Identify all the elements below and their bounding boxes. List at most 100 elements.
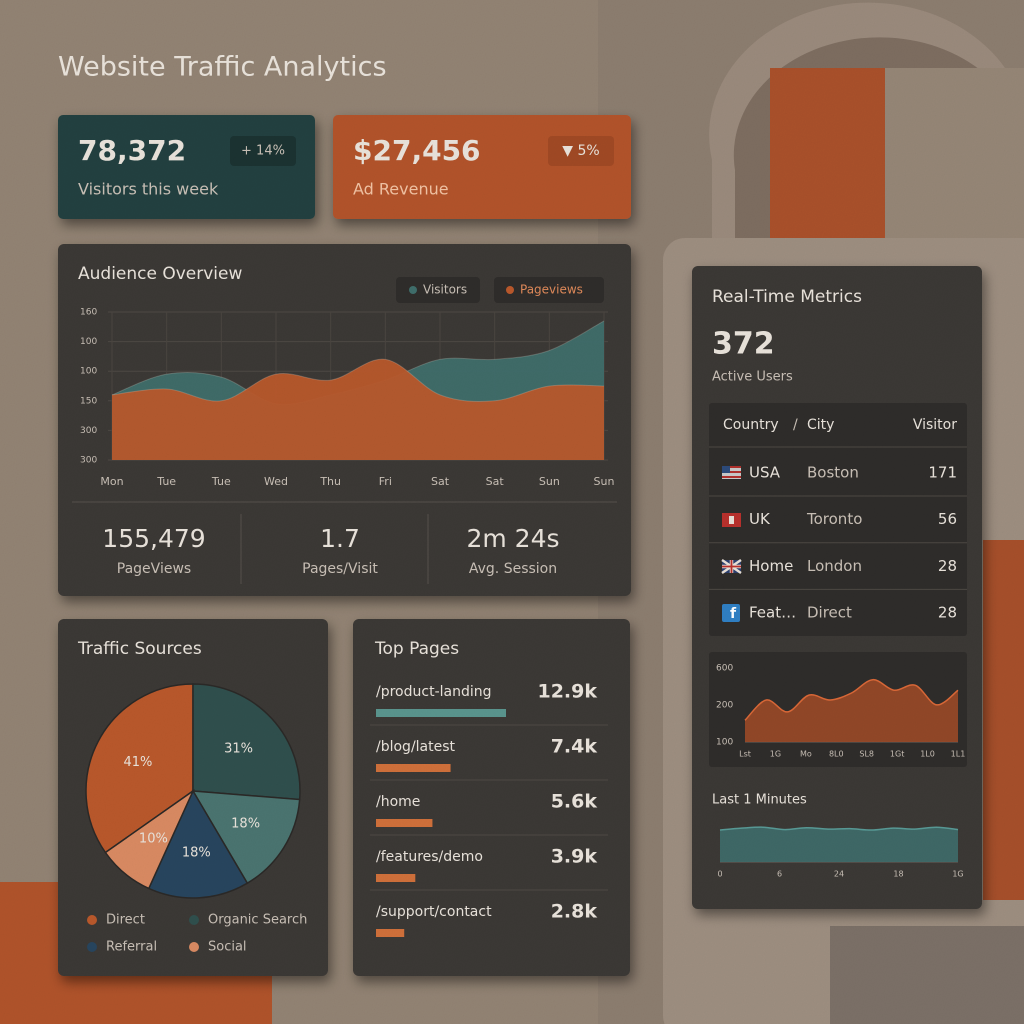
- flag-icon: f: [722, 604, 740, 622]
- legend-swatch: [506, 286, 514, 294]
- page-views: 2.8k: [551, 901, 598, 923]
- x-tick-label: 1L0: [920, 750, 935, 759]
- table-header: /: [793, 417, 798, 433]
- page-views: 3.9k: [551, 846, 598, 868]
- sparkline-area: [720, 827, 958, 862]
- country: UK: [749, 510, 771, 528]
- bar: [376, 764, 451, 772]
- y-axis-label: 100: [80, 337, 97, 347]
- x-tick-label: Mo: [800, 750, 812, 759]
- kpi-label: Visitors this week: [78, 180, 219, 199]
- background-block: [0, 975, 272, 1024]
- legend-swatch: [409, 286, 417, 294]
- visitor-count: 28: [938, 557, 957, 575]
- kpi-card: [58, 115, 315, 219]
- x-tick-label: 1G: [952, 870, 963, 879]
- visitor-count: 56: [938, 510, 957, 528]
- y-axis-label: 100: [80, 367, 97, 377]
- legend-label: Direct: [106, 913, 145, 928]
- x-tick-label: 1L1: [951, 750, 966, 759]
- x-tick-label: Tue: [211, 475, 231, 488]
- table-header: City: [807, 417, 834, 433]
- bar: [376, 709, 506, 717]
- background-block: [830, 926, 1024, 1024]
- x-tick-label: Wed: [264, 475, 288, 488]
- country: Feat…: [749, 604, 796, 622]
- page-path: /home: [376, 794, 420, 810]
- bar: [376, 929, 405, 937]
- stat-label: Pages/Visit: [302, 561, 378, 577]
- pie-label: 41%: [123, 755, 152, 770]
- x-tick-label: Sun: [539, 475, 560, 488]
- country: Home: [749, 557, 793, 575]
- page-path: /product-landing: [376, 684, 492, 700]
- panel-title: Traffic Sources: [77, 639, 202, 659]
- bar: [376, 874, 416, 882]
- kpi-value: 78,372: [78, 134, 186, 167]
- x-tick-label: Fri: [379, 475, 392, 488]
- stat-value: 2m 24s: [466, 524, 559, 553]
- legend-label: Pageviews: [520, 283, 583, 297]
- city: Toronto: [806, 510, 862, 528]
- x-tick-label: 1G: [770, 750, 781, 759]
- y-axis-label: 600: [716, 664, 733, 674]
- y-axis-label: 100: [716, 738, 733, 748]
- pie-label: 18%: [231, 816, 260, 831]
- background-block: [983, 540, 1024, 900]
- flag-icon: [722, 466, 741, 479]
- kpi-change: ▼ 5%: [562, 143, 599, 159]
- x-tick-label: Tue: [156, 475, 176, 488]
- background-block: [770, 68, 885, 240]
- x-tick-label: Sat: [431, 475, 450, 488]
- city: London: [807, 557, 862, 575]
- pie-label: 10%: [139, 831, 168, 846]
- bar: [376, 819, 433, 827]
- city: Boston: [807, 464, 859, 482]
- y-axis-label: 300: [80, 456, 97, 466]
- kpi-value: $27,456: [353, 134, 481, 167]
- y-axis-label: 150: [80, 396, 97, 406]
- stat-value: 155,479: [102, 524, 205, 553]
- x-tick-label: Sat: [486, 475, 505, 488]
- flag-icon: [721, 558, 742, 575]
- pie-label: 18%: [182, 845, 211, 860]
- x-tick-label: 8L0: [829, 750, 844, 759]
- legend-label: Visitors: [423, 283, 467, 297]
- y-axis-label: 300: [80, 426, 97, 436]
- y-axis-label: 200: [716, 701, 733, 711]
- table-header: Visitor: [913, 417, 957, 433]
- kpi-change: + 14%: [241, 144, 285, 159]
- panel-title: Top Pages: [374, 639, 459, 659]
- kpi-card: [333, 115, 631, 219]
- sparkline-title: Last 1 Minutes: [712, 793, 807, 808]
- page-title: Website Traffic Analytics: [58, 52, 387, 83]
- svg-text:f: f: [730, 606, 737, 622]
- page-views: 12.9k: [537, 681, 597, 703]
- visitor-count: 171: [928, 464, 957, 482]
- legend-label: Social: [208, 940, 247, 955]
- country: USA: [749, 464, 781, 482]
- panel-title: Audience Overview: [78, 264, 242, 284]
- legend-swatch: [87, 942, 97, 952]
- x-tick-label: 24: [834, 870, 844, 879]
- table-header: Country: [723, 417, 779, 433]
- flag-icon: [722, 513, 741, 527]
- x-tick-label: Sun: [594, 475, 615, 488]
- pie-label: 31%: [224, 741, 253, 756]
- page-path: /blog/latest: [376, 739, 456, 755]
- x-tick-label: Lst: [739, 750, 751, 759]
- x-tick-label: 18: [893, 870, 903, 879]
- background-block: [885, 68, 1024, 240]
- kpi-label: Ad Revenue: [353, 180, 449, 199]
- legend-swatch: [189, 915, 199, 925]
- active-users-value: 372: [712, 327, 775, 362]
- panel-title: Real-Time Metrics: [712, 287, 862, 307]
- legend-label: Referral: [106, 940, 157, 955]
- x-tick-label: 1Gt: [890, 750, 904, 759]
- stat-label: Avg. Session: [469, 561, 557, 577]
- visitor-count: 28: [938, 604, 957, 622]
- stat-value: 1.7: [320, 524, 360, 553]
- x-tick-label: Mon: [100, 475, 123, 488]
- x-tick-label: SL8: [859, 750, 874, 759]
